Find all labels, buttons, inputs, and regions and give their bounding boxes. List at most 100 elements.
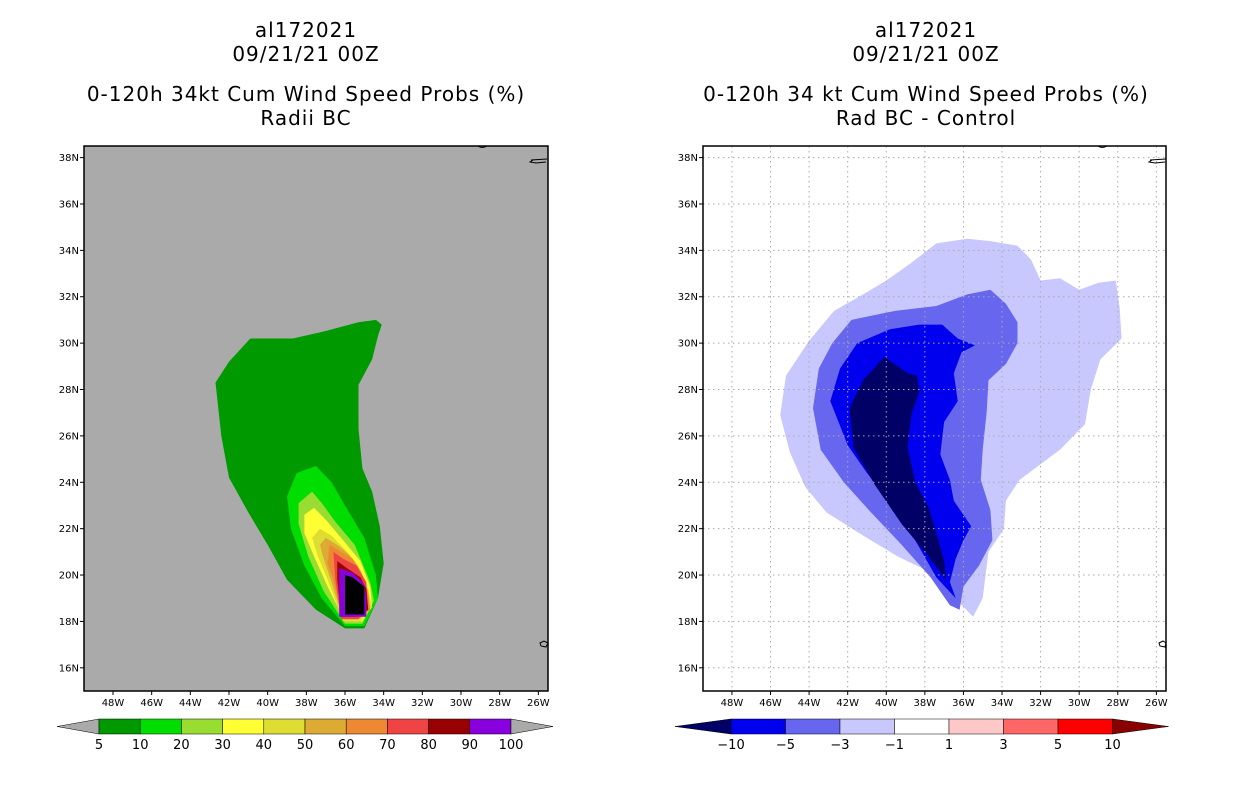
- right-y-tick-label: 28N: [678, 385, 698, 396]
- right-y-axis: 38N 36N 34N 32N 30N 28N 26N 24N 22N 20N 18N 16N: [678, 153, 703, 674]
- left-colorbar-label: 60: [338, 738, 355, 753]
- left-chart-subtitle: Radii BC: [260, 106, 352, 130]
- right-x-tick-label: 26W: [1145, 698, 1168, 709]
- right-y-tick-label: 20N: [678, 571, 698, 582]
- left-y-tick-label: 18N: [59, 617, 79, 628]
- left-y-tick-label: 28N: [59, 385, 79, 396]
- left-y-tick-label: 32N: [59, 292, 79, 303]
- left-colorbar-swatch: [304, 718, 347, 735]
- left-colorbar-label: 70: [379, 738, 396, 753]
- left-y-tick-label: 26N: [59, 431, 79, 442]
- right-x-tick-label: 36W: [952, 698, 975, 709]
- left-contours: [215, 319, 384, 629]
- right-colorbar-label: −10: [717, 738, 744, 753]
- right-colorbar-label: 5: [1054, 738, 1062, 753]
- left-colorbar-swatch: [469, 718, 512, 735]
- right-colorbar-swatch: [1057, 718, 1113, 735]
- right-colorbar-label: −5: [776, 738, 795, 753]
- left-y-tick-label: 20N: [59, 571, 79, 582]
- left-y-tick-label: 30N: [59, 339, 79, 350]
- left-x-tick-label: 26W: [527, 698, 550, 709]
- right-colorbar-label: 10: [1104, 738, 1121, 753]
- right-chart-title: 0-120h 34 kt Cum Wind Speed Probs (%): [703, 82, 1149, 106]
- left-colorbar-label: 50: [297, 738, 314, 753]
- left-x-tick-label: 44W: [179, 698, 202, 709]
- right-y-tick-label: 22N: [678, 524, 698, 535]
- right-y-tick-label: 30N: [678, 339, 698, 350]
- right-y-tick-label: 16N: [678, 663, 698, 674]
- left-colorbar-label: 80: [420, 738, 437, 753]
- right-y-tick-label: 24N: [678, 478, 698, 489]
- left-x-tick-label: 38W: [295, 698, 318, 709]
- left-colorbar-swatch: [139, 718, 182, 735]
- left-colorbar-label: 100: [499, 738, 524, 753]
- right-x-tick-label: 48W: [721, 698, 744, 709]
- left-coast-island-azores: [528, 158, 548, 164]
- right-colorbar-swatch: [1003, 718, 1059, 735]
- right-y-tick-label: 34N: [678, 246, 698, 257]
- right-x-tick-label: 44W: [798, 698, 821, 709]
- right-x-tick-label: 34W: [991, 698, 1014, 709]
- right-datetime: 09/21/21 00Z: [852, 42, 1000, 66]
- left-colorbar-label: 5: [95, 738, 103, 753]
- right-colorbar: −10 −5 −3 −1 1 3 5 10: [674, 718, 1169, 753]
- right-x-tick-label: 40W: [875, 698, 898, 709]
- left-x-tick-label: 30W: [450, 698, 473, 709]
- left-colorbar-label: 20: [173, 738, 190, 753]
- right-map-frame: [702, 145, 1167, 692]
- right-y-tick-label: 38N: [678, 153, 698, 164]
- left-chart-title: 0-120h 34kt Cum Wind Speed Probs (%): [86, 82, 526, 106]
- left-x-axis: 48W 46W 44W 42W 40W 38W 36W 34W 32W 30W 28W 26W: [102, 691, 550, 709]
- right-y-tick-label: 18N: [678, 617, 698, 628]
- right-x-tick-label: 46W: [759, 698, 782, 709]
- left-colorbar-swatch: [345, 718, 388, 735]
- left-y-tick-label: 34N: [59, 246, 79, 257]
- right-colorbar-label: −1: [885, 738, 904, 753]
- left-datetime: 09/21/21 00Z: [232, 42, 380, 66]
- left-x-tick-label: 32W: [411, 698, 434, 709]
- right-x-tick-label: 30W: [1068, 698, 1091, 709]
- left-colorbar-swatch: [98, 718, 141, 735]
- right-contours: [780, 238, 1122, 617]
- left-colorbar-label: 30: [214, 738, 231, 753]
- left-x-tick-label: 42W: [218, 698, 241, 709]
- left-title-block: al172021 09/21/21 00Z 0-120h 34kt Cum Wi…: [56, 18, 556, 130]
- left-colorbar-swatch: [222, 718, 265, 735]
- left-x-tick-label: 46W: [140, 698, 163, 709]
- left-x-tick-label: 48W: [102, 698, 125, 709]
- right-y-tick-label: 36N: [678, 199, 698, 210]
- left-y-tick-label: 36N: [59, 199, 79, 210]
- right-colorbar-swatch: [948, 718, 1004, 735]
- left-x-tick-label: 36W: [334, 698, 357, 709]
- right-map-panel: 48W 46W 44W 42W 40W 38W 36W 34W 32W 30W 28W 26W 38N…: [678, 145, 1168, 709]
- right-colorbar-label: 1: [945, 738, 953, 753]
- right-colorbar-swatch: [785, 718, 841, 735]
- right-colorbar-swatch: [839, 718, 895, 735]
- left-colorbar-low-arrow: [56, 718, 100, 735]
- left-y-tick-label: 38N: [59, 153, 79, 164]
- left-colorbar-swatch: [428, 718, 471, 735]
- right-colorbar-high-arrow: [1112, 718, 1169, 735]
- right-colorbar-label: −3: [830, 738, 849, 753]
- left-colorbar-swatch: [387, 718, 429, 735]
- left-colorbar-label: 10: [132, 738, 149, 753]
- left-y-axis: 38N 36N 34N 32N 30N 28N 26N 24N 22N 20N 18N 16N: [59, 153, 84, 674]
- left-map-panel: 48W 46W 44W 42W 40W 38W 36W 34W 32W 30W 28W 26W 38N…: [59, 145, 550, 709]
- right-storm-id: al172021: [874, 18, 978, 42]
- right-y-tick-label: 32N: [678, 292, 698, 303]
- left-y-tick-label: 24N: [59, 478, 79, 489]
- left-colorbar-swatch: [263, 718, 306, 735]
- right-x-axis: 48W 46W 44W 42W 40W 38W 36W 34W 32W 30W 28W 26W: [721, 691, 1168, 709]
- left-colorbar-swatch: [181, 718, 223, 735]
- right-contour-minus10-pct: [849, 357, 947, 580]
- right-x-tick-label: 38W: [914, 698, 937, 709]
- right-x-tick-label: 42W: [836, 698, 859, 709]
- right-y-tick-label: 26N: [678, 431, 698, 442]
- right-colorbar-swatch: [730, 718, 786, 735]
- left-storm-id: al172021: [254, 18, 358, 42]
- right-coast-island-azores: [1147, 158, 1167, 164]
- left-colorbar: 5 10 20 30 40 50 60 70 80 90 100: [56, 718, 554, 753]
- left-colorbar-label: 40: [256, 738, 273, 753]
- left-x-tick-label: 28W: [488, 698, 511, 709]
- left-x-tick-label: 34W: [372, 698, 395, 709]
